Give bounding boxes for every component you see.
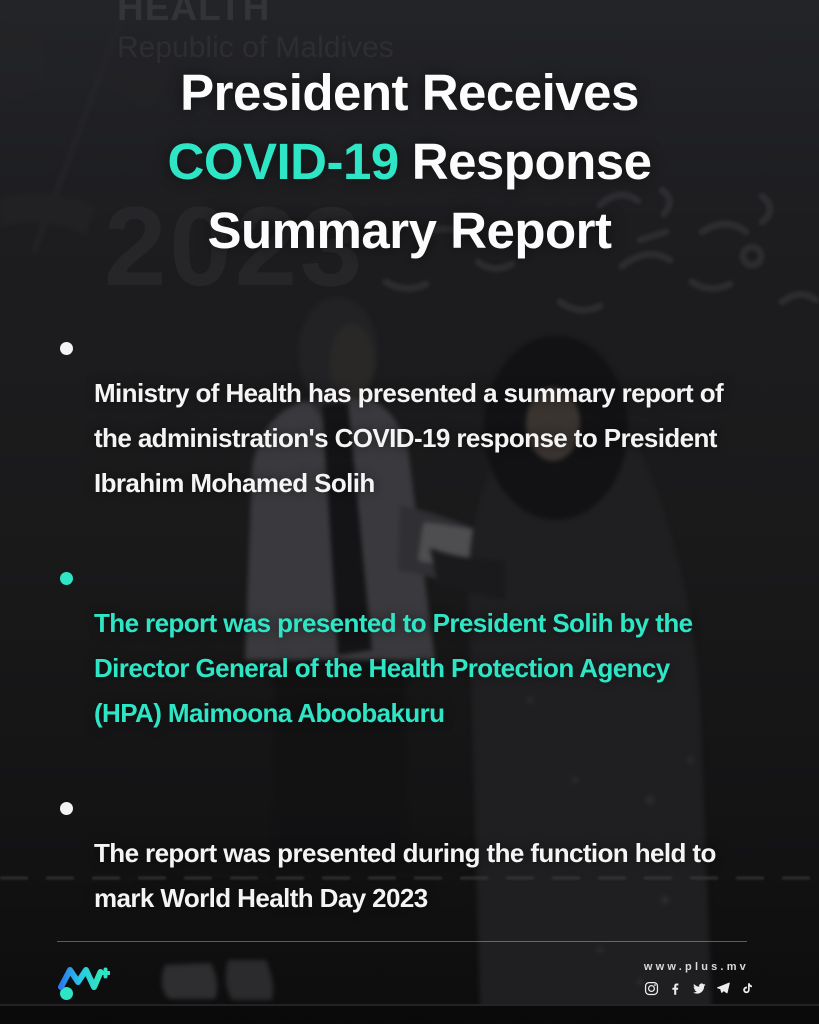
emblem-silhouette xyxy=(0,3,182,254)
title-covid-highlight: COVID-19 xyxy=(167,133,400,190)
footer-divider xyxy=(57,941,747,942)
plusmv-logo xyxy=(58,967,110,990)
title-line-2: COVID-19 Response xyxy=(0,127,819,196)
thaana-script-texture xyxy=(382,186,819,314)
bullet-item-1: Ministry of Health has presented a summa… xyxy=(57,326,791,506)
title-line-3: Summary Report xyxy=(207,202,612,259)
backdrop-health-label: HEALTH xyxy=(117,0,271,28)
bullet-text: Ministry of Health has presented a summa… xyxy=(94,378,724,498)
logo-zigzag xyxy=(58,967,104,990)
instagram-icon xyxy=(643,980,659,996)
bullet-text: The report was presented to President So… xyxy=(94,608,693,728)
social-icons-row xyxy=(643,980,755,996)
website-url: www.plus.mv xyxy=(643,961,749,973)
twitter-icon xyxy=(691,980,707,996)
title-line-1: President Receives xyxy=(180,64,639,121)
facebook-icon xyxy=(667,980,683,996)
tiktok-icon xyxy=(739,980,755,996)
bullet-item-3: The report was presented during the func… xyxy=(57,786,791,921)
title-line-2-rest: Response xyxy=(411,133,652,190)
backdrop-year-watermark: 2023 xyxy=(104,182,365,311)
telegram-icon xyxy=(715,980,731,996)
backdrop-republic-label: Republic of Maldives xyxy=(117,31,394,64)
bullet-list: Ministry of Health has presented a summa… xyxy=(57,326,791,1024)
page-title: President Receives COVID-19 Response Summ… xyxy=(0,58,819,265)
bottom-railing xyxy=(0,1004,819,1024)
bullet-text: The report was presented during the func… xyxy=(94,838,716,913)
official-silhouette xyxy=(430,336,712,1012)
bullet-item-4: The report highlights the efforts made b… xyxy=(57,971,791,1024)
bullet-item-2: The report was presented to President So… xyxy=(57,556,791,736)
logo-plus-icon xyxy=(100,967,110,979)
